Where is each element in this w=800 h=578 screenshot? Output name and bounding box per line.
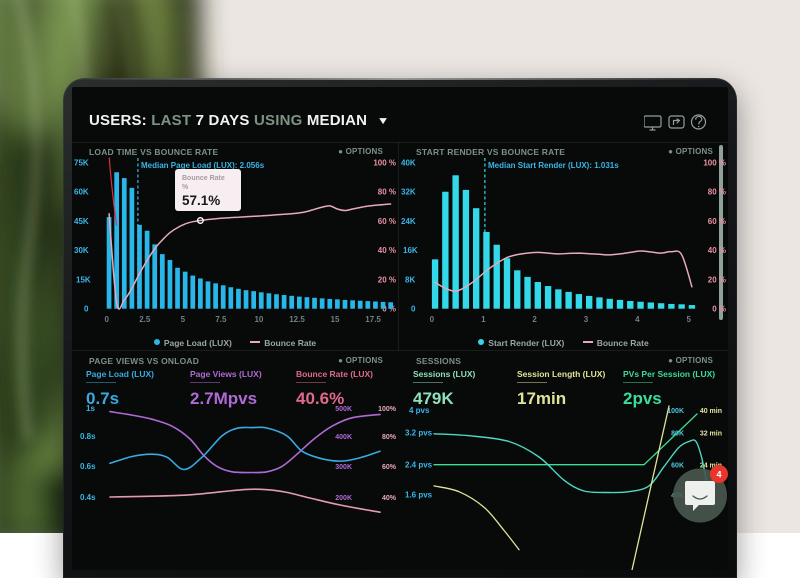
svg-text:60K: 60K [671, 462, 684, 469]
svg-text:45K: 45K [74, 217, 89, 226]
svg-text:60 %: 60 % [378, 217, 396, 226]
svg-text:60%: 60% [382, 464, 397, 471]
svg-text:Median Start Render (LUX): 1.0: Median Start Render (LUX): 1.031s [488, 161, 619, 170]
svg-text:500K: 500K [335, 406, 352, 413]
svg-text:1.6 pvs: 1.6 pvs [405, 490, 433, 499]
svg-text:20 %: 20 % [708, 275, 726, 284]
svg-text:75K: 75K [74, 158, 89, 167]
svg-text:3.2 pvs: 3.2 pvs [405, 428, 433, 437]
svg-text:16K: 16K [403, 246, 418, 255]
svg-text:40 min: 40 min [700, 408, 722, 415]
svg-text:20 %: 20 % [378, 275, 396, 284]
svg-text:4: 4 [635, 315, 640, 324]
svg-text:0: 0 [104, 315, 109, 324]
svg-text:12.5: 12.5 [289, 315, 305, 324]
svg-text:40K: 40K [401, 158, 416, 167]
svg-text:17.5: 17.5 [365, 315, 381, 324]
svg-text:0 %: 0 % [712, 304, 726, 313]
svg-text:2.5: 2.5 [139, 315, 151, 324]
svg-text:100 %: 100 % [373, 158, 396, 167]
svg-text:400K: 400K [335, 434, 352, 441]
svg-text:80%: 80% [382, 434, 397, 441]
svg-text:5: 5 [181, 315, 186, 324]
svg-text:30K: 30K [74, 246, 89, 255]
svg-text:4: 4 [716, 469, 721, 479]
svg-text:80 %: 80 % [708, 187, 726, 196]
svg-text:100 %: 100 % [703, 158, 726, 167]
svg-text:100K: 100K [667, 408, 684, 415]
svg-text:4 pvs: 4 pvs [409, 406, 430, 415]
svg-text:15K: 15K [76, 275, 91, 284]
svg-text:10: 10 [254, 315, 263, 324]
svg-text:60 %: 60 % [708, 217, 726, 226]
svg-text:15: 15 [331, 315, 340, 324]
svg-text:0: 0 [411, 304, 416, 313]
svg-text:8K: 8K [405, 275, 415, 284]
svg-text:5: 5 [686, 315, 691, 324]
svg-text:2: 2 [532, 315, 537, 324]
svg-text:0.8s: 0.8s [80, 432, 96, 441]
svg-text:32K: 32K [401, 187, 416, 196]
svg-text:300K: 300K [335, 464, 352, 471]
svg-text:0.6s: 0.6s [80, 462, 96, 471]
svg-text:0: 0 [430, 315, 435, 324]
svg-text:40 %: 40 % [378, 246, 396, 255]
svg-text:24K: 24K [401, 217, 416, 226]
svg-text:3: 3 [584, 315, 589, 324]
svg-text:32 min: 32 min [700, 430, 722, 437]
svg-text:60K: 60K [74, 187, 89, 196]
svg-text:7.5: 7.5 [215, 315, 227, 324]
svg-text:1: 1 [481, 315, 486, 324]
svg-text:40 %: 40 % [708, 246, 726, 255]
svg-text:200K: 200K [335, 495, 352, 502]
svg-text:80 %: 80 % [378, 187, 396, 196]
svg-text:0: 0 [84, 304, 89, 313]
svg-text:1s: 1s [86, 404, 95, 413]
svg-text:40%: 40% [382, 495, 397, 502]
svg-text:0.4s: 0.4s [80, 493, 96, 502]
svg-text:100%: 100% [378, 406, 397, 413]
svg-text:2.4 pvs: 2.4 pvs [405, 460, 433, 469]
